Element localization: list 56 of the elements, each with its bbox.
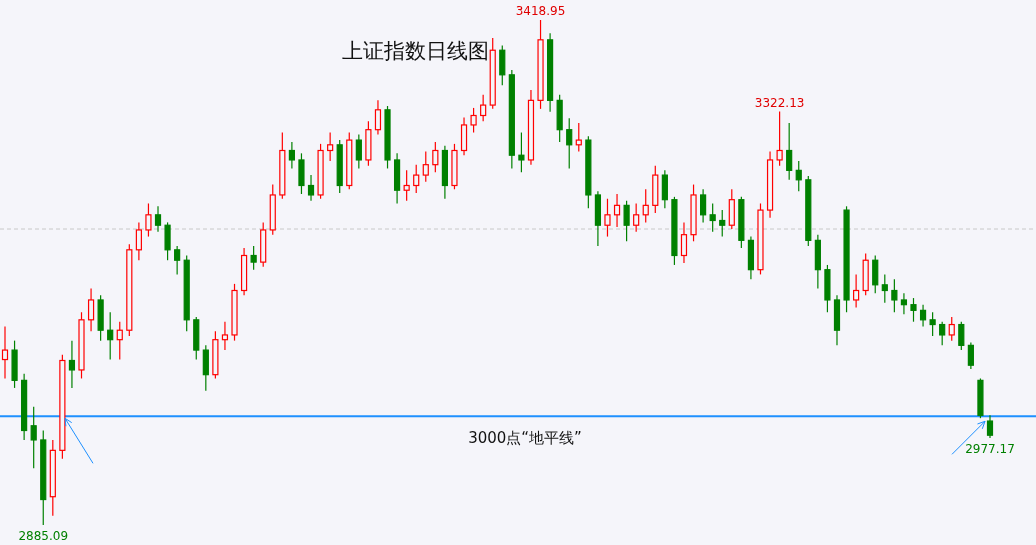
candlestick: [633, 202, 640, 233]
candlestick: [327, 131, 334, 162]
candlestick: [613, 193, 621, 228]
candlestick: [700, 188, 707, 223]
candlestick: [958, 321, 965, 351]
ref-line-label: 3000点“地平线”: [468, 429, 582, 448]
candlestick: [786, 122, 793, 181]
candlestick: [939, 321, 946, 346]
candlestick: [174, 245, 181, 276]
candlestick: [288, 141, 295, 170]
candlestick: [929, 311, 936, 337]
candlestick: [604, 198, 611, 238]
candlestick: [355, 133, 362, 170]
candlestick: [518, 131, 525, 173]
candlestick: [470, 107, 477, 134]
candlestick: [107, 311, 114, 361]
candlestick: [413, 164, 420, 194]
annotation: 2977.17: [965, 441, 1015, 456]
candlestick: [719, 209, 726, 238]
candlestick: [680, 221, 688, 264]
candlestick: [986, 414, 994, 439]
candlestick: [87, 288, 95, 332]
candlestick: [154, 205, 162, 233]
candlestick: [891, 278, 898, 313]
candlestick: [623, 200, 630, 242]
candlestick: [910, 297, 917, 323]
candlestick: [403, 169, 410, 202]
candlestick: [900, 292, 908, 315]
candlestick: [221, 321, 229, 351]
candlestick: [116, 321, 123, 361]
candlestick: [919, 304, 927, 328]
candlestick: [709, 202, 716, 233]
candlestick: [642, 188, 649, 223]
candlestick: [480, 94, 487, 122]
candlestick: [374, 99, 382, 136]
annotation: 2885.09: [18, 529, 69, 543]
candlestick: [566, 117, 573, 170]
annotation: 3322.13: [754, 95, 805, 110]
candlestick: [967, 341, 974, 370]
candlestick: [1, 325, 9, 380]
candlestick: [30, 406, 37, 469]
candlestick: [135, 221, 142, 261]
candlestick: [795, 160, 802, 192]
candlestick: [145, 202, 152, 238]
candlestick: [948, 316, 955, 342]
candlestick: [776, 110, 783, 167]
candlestick: [432, 141, 439, 173]
candlestick: [881, 273, 888, 304]
candlestick: [68, 340, 76, 389]
candlestick: [575, 122, 582, 153]
text: 上证指数日线图: [341, 39, 489, 63]
candlestick: [307, 174, 315, 202]
candlestick: [422, 150, 429, 183]
annotation: 3418.95: [515, 4, 566, 18]
candlestick: [853, 273, 860, 309]
candlestick: [250, 245, 257, 271]
